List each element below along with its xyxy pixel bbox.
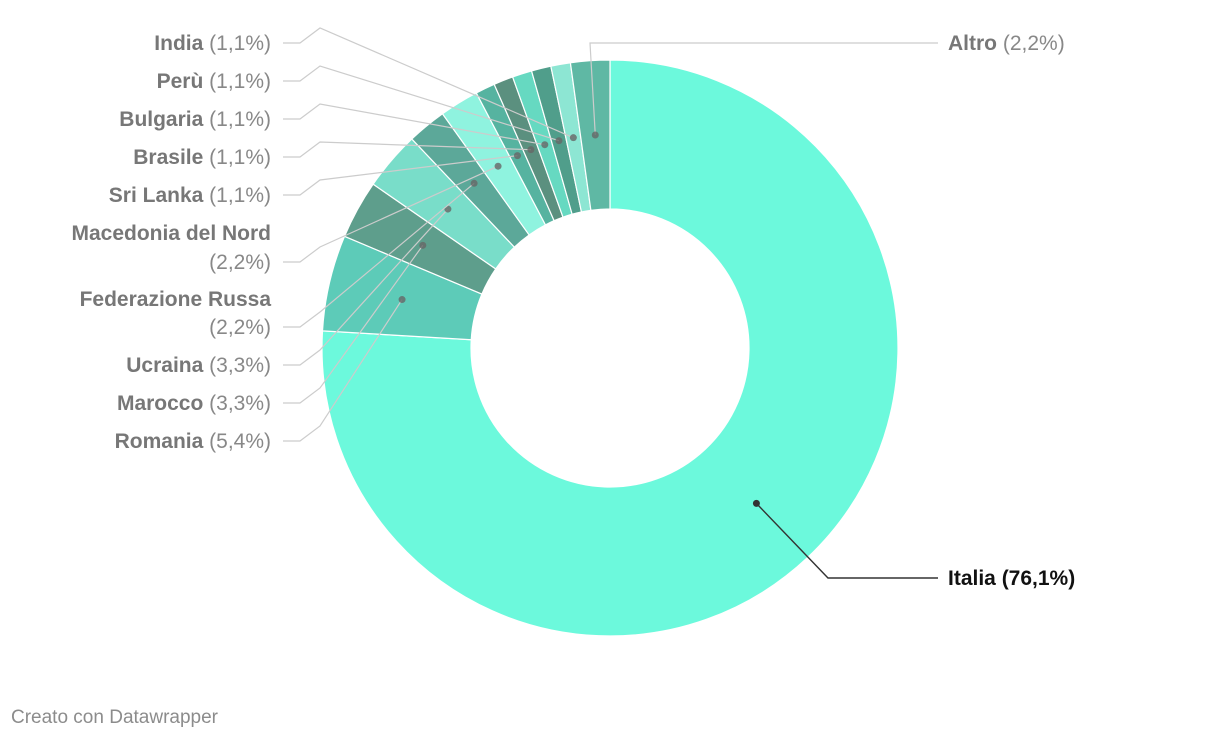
label-macedonia-del-nord: Macedonia del Nord bbox=[71, 222, 271, 245]
leader-line-macedonia-del-nord bbox=[283, 165, 499, 263]
anchor-dot-sri-lanka bbox=[513, 152, 521, 160]
leader-line-romania bbox=[283, 299, 403, 442]
anchor-dot-peru bbox=[555, 137, 563, 145]
slice-italia bbox=[321, 59, 899, 637]
leader-line-italia bbox=[755, 502, 938, 579]
leader-lines-group bbox=[283, 27, 938, 579]
label-sri-lanka: Sri Lanka (1,1%) bbox=[109, 184, 271, 207]
leader-line-altro bbox=[589, 42, 938, 136]
anchor-dot-macedonia-del-nord bbox=[494, 162, 502, 170]
leader-line-federazione-russa bbox=[283, 182, 475, 328]
leader-line-bulgaria bbox=[283, 103, 545, 146]
label-india: India (1,1%) bbox=[154, 32, 271, 55]
anchor-dot-altro bbox=[591, 131, 599, 139]
leader-line-india bbox=[283, 27, 574, 139]
anchor-dot-federazione-russa bbox=[470, 179, 478, 187]
slices-group bbox=[321, 59, 899, 637]
slice-altro bbox=[569, 59, 611, 211]
label-bulgaria: Bulgaria (1,1%) bbox=[119, 108, 271, 131]
anchor-dot-india bbox=[569, 134, 577, 142]
label-altro: Altro (2,2%) bbox=[948, 32, 1065, 55]
labels-group: Italia (76,1%) Romania (5,4%) Marocco (3,3… bbox=[71, 32, 1075, 590]
label-brasile: Brasile (1,1%) bbox=[133, 146, 271, 169]
anchor-dot-italia bbox=[752, 499, 760, 507]
anchor-dot-marocco bbox=[419, 241, 427, 249]
label-romania: Romania (5,4%) bbox=[115, 430, 271, 453]
anchor-dot-bulgaria bbox=[541, 141, 549, 149]
leader-line-brasile bbox=[283, 141, 531, 158]
leader-line-marocco bbox=[283, 244, 424, 404]
anchor-dot-brasile bbox=[527, 146, 535, 154]
label-marocco: Marocco (3,3%) bbox=[117, 392, 271, 415]
label-ucraina: Ucraina (3,3%) bbox=[126, 354, 271, 377]
label-peru: Perù (1,1%) bbox=[157, 70, 271, 93]
label-italia: Italia (76,1%) bbox=[948, 567, 1075, 590]
anchor-dot-romania bbox=[398, 296, 406, 304]
leader-line-peru bbox=[283, 65, 560, 142]
credit-text: Creato con Datawrapper bbox=[11, 707, 218, 728]
label-value-macedonia-del-nord: (2,2%) bbox=[209, 251, 271, 274]
label-value-federazione-russa: (2,2%) bbox=[209, 316, 271, 339]
leader-line-ucraina bbox=[283, 208, 449, 366]
leader-line-sri-lanka bbox=[283, 155, 518, 196]
label-federazione-russa: Federazione Russa bbox=[80, 288, 272, 311]
